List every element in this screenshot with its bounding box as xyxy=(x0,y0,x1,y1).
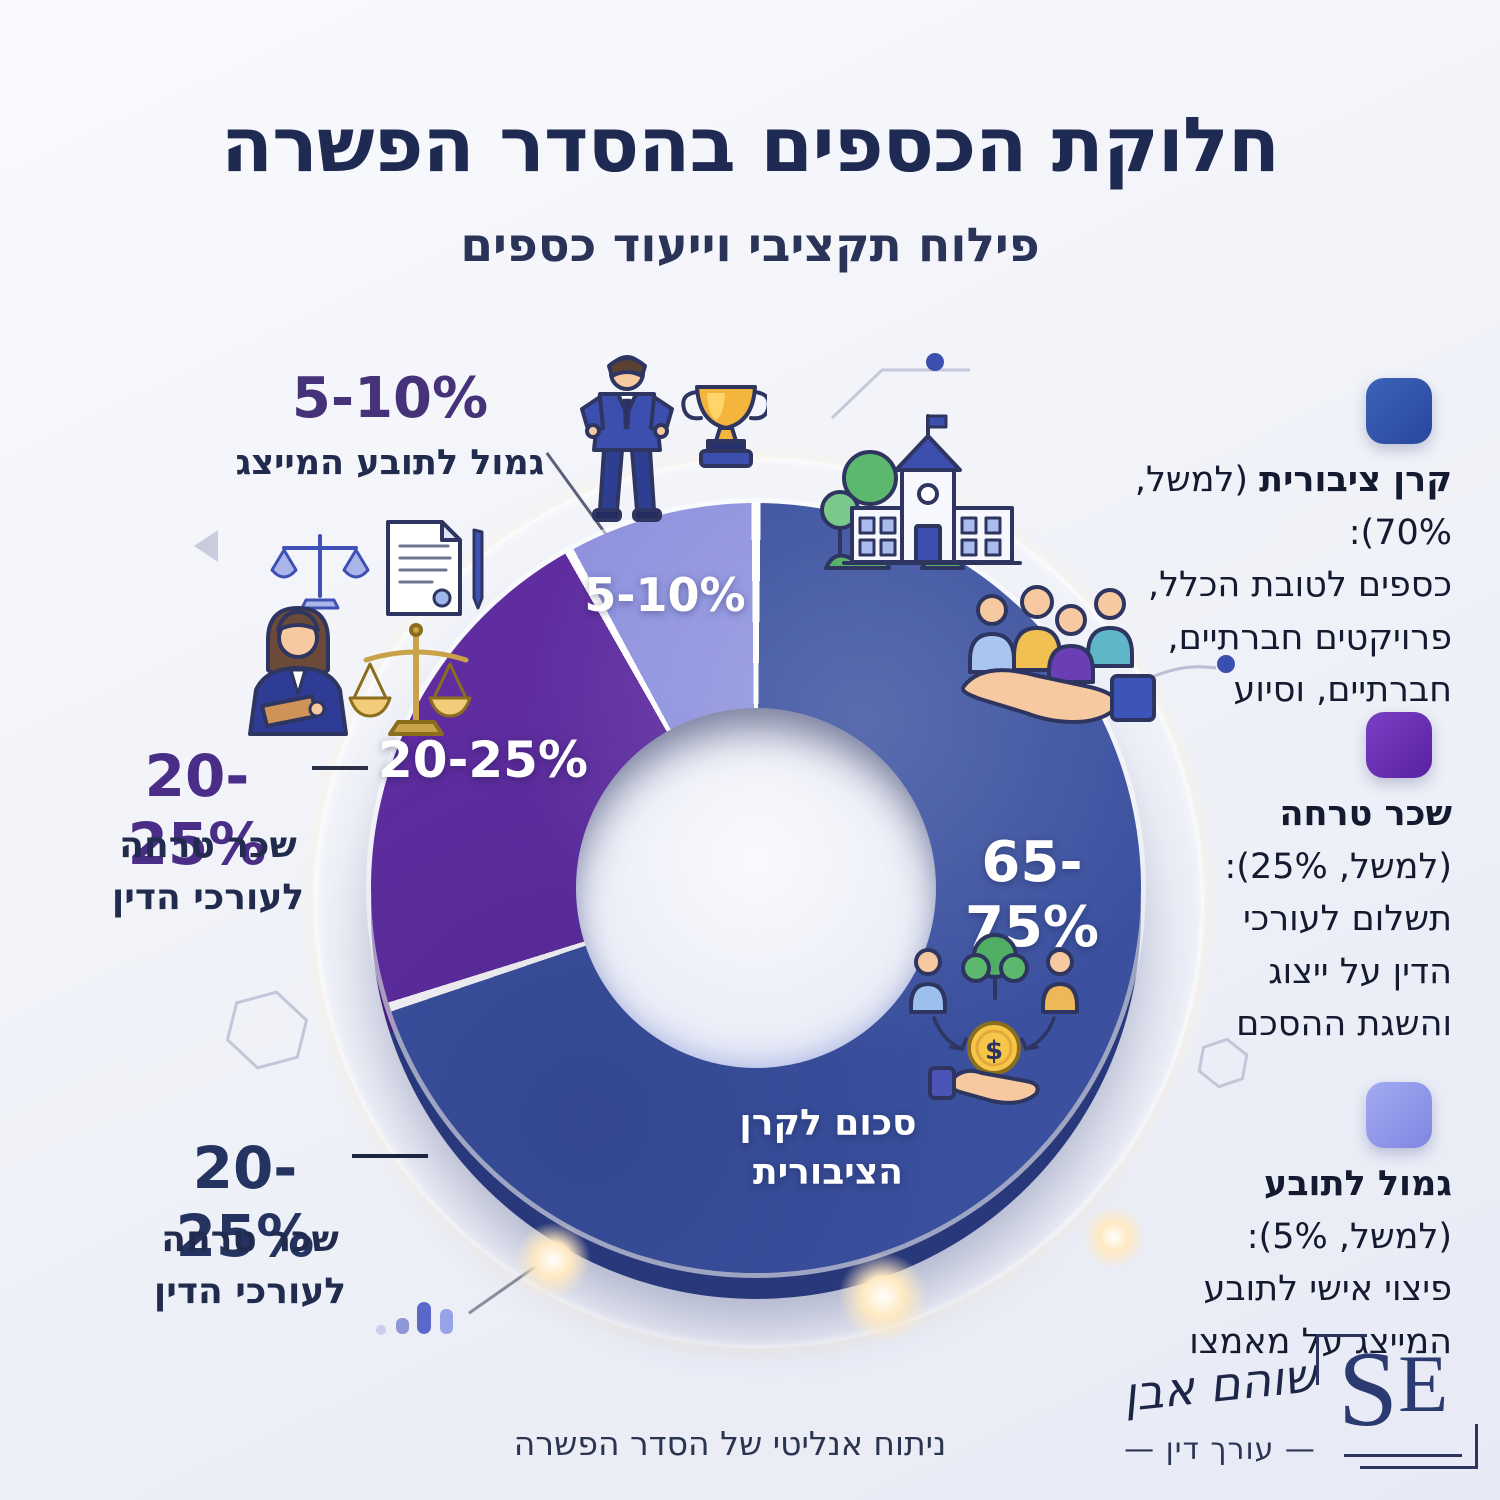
donut-hole xyxy=(576,708,936,1068)
segment-label-plaintiff: 5-10% xyxy=(584,568,746,622)
page-title: חלוקת הכספים בהסדר הפשרה xyxy=(220,100,1280,189)
legend-swatch-blue xyxy=(1366,378,1432,444)
legend-item-plaintiff-reward: גמול לתובע (למשל, 5%): פיצוי אישי לתובע … xyxy=(1072,1082,1452,1368)
legend-text: שכר טרחה (למשל, 25%): תשלום לעורכי הדין … xyxy=(1072,788,1452,1051)
legend-qualifier: (למשל, 70%): xyxy=(1134,460,1452,553)
school-building-icon xyxy=(820,414,1022,570)
legend-qualifier: (למשל, 25%): xyxy=(1224,846,1452,887)
callout-fees-bottom-label: שכר טרחה לעורכי הדין xyxy=(153,1219,347,1313)
legend-swatch-purple xyxy=(1366,712,1432,778)
callout-plaintiff-label: גמול לתובע המייצג xyxy=(235,443,545,483)
businessman-trophy-icon xyxy=(580,355,767,522)
glow-ring-decoration xyxy=(314,458,1204,1348)
hexagon-decoration xyxy=(225,990,309,1070)
segment-label-fees: 20-25% xyxy=(377,731,589,789)
donation-coin-hand-icon: $ xyxy=(909,933,1079,1105)
signature-role: — עורך דין — xyxy=(1124,1432,1316,1467)
page-subtitle: פילוח תקציבי וייעוד כספים xyxy=(460,218,1040,273)
callout-dash xyxy=(352,1154,428,1158)
legend-body: תשלום לעורכי הדין על ייצוג והשגת ההסכם xyxy=(1236,899,1452,1044)
legend-title: קרן ציבורית xyxy=(1259,460,1452,500)
triangle-decoration xyxy=(194,530,218,562)
callout-plaintiff-pct: 5-10% xyxy=(291,366,489,431)
se-logo: SE xyxy=(1316,1328,1478,1478)
legend-body: פיצוי אישי לתובע המייצג על מאמצו xyxy=(1189,1269,1452,1362)
callout-dash xyxy=(312,766,368,770)
legend-item-legal-fees: שכר טרחה (למשל, 25%): תשלום לעורכי הדין … xyxy=(1072,712,1452,1051)
logo-line-bottom-1 xyxy=(1344,1454,1462,1457)
logo-bracket-top-left xyxy=(1316,1334,1367,1385)
svg-text:$: $ xyxy=(985,1036,1003,1066)
logo-letter-s: S xyxy=(1338,1330,1399,1449)
logo-line-right xyxy=(1475,1424,1478,1469)
donut-chart: 5-10% 20-25% 65-75% סכום לקרן הציבורית xyxy=(371,503,1141,1299)
circuit-line-decoration xyxy=(830,353,970,420)
legend-item-public-fund: קרן ציבורית (למשל, 70%): כספים לטובת הכל… xyxy=(1072,378,1452,717)
legend-text: קרן ציבורית (למשל, 70%): כספים לטובת הכל… xyxy=(1072,454,1452,717)
callout-fees-left-pct: 20-25% xyxy=(127,742,267,878)
legend-text: גמול לתובע (למשל, 5%): פיצוי אישי לתובע … xyxy=(1072,1158,1452,1368)
logo-letters: SE xyxy=(1338,1336,1448,1444)
legend-title: גמול לתובע xyxy=(1263,1164,1452,1204)
community-hand-icon xyxy=(960,585,1156,724)
logo-line-bottom-2 xyxy=(1360,1466,1478,1469)
legend-body: כספים לטובת הכלל, פרויקטים חברתיים, חברת… xyxy=(1147,565,1452,710)
growth-bars-icon xyxy=(376,1302,453,1335)
legend-title: שכר טרחה xyxy=(1279,794,1452,834)
lawyer-scales-document-icon xyxy=(248,520,484,736)
legend-qualifier: (למשל, 5%): xyxy=(1246,1216,1452,1257)
callout-fees-left-label: שכר טרחה לעורכי הדין xyxy=(111,825,305,919)
segment-sublabel-fund: סכום לקרן הציבורית xyxy=(739,1102,917,1192)
callout-fees-bottom-pct: 20-25% xyxy=(175,1134,315,1270)
logo-letter-e: E xyxy=(1398,1338,1449,1429)
footer-caption: ניתוח אנליטי של הסדר הפשרה xyxy=(513,1424,947,1463)
legend-swatch-lavender xyxy=(1366,1082,1432,1148)
hexagon-small-decoration xyxy=(1197,1037,1249,1089)
